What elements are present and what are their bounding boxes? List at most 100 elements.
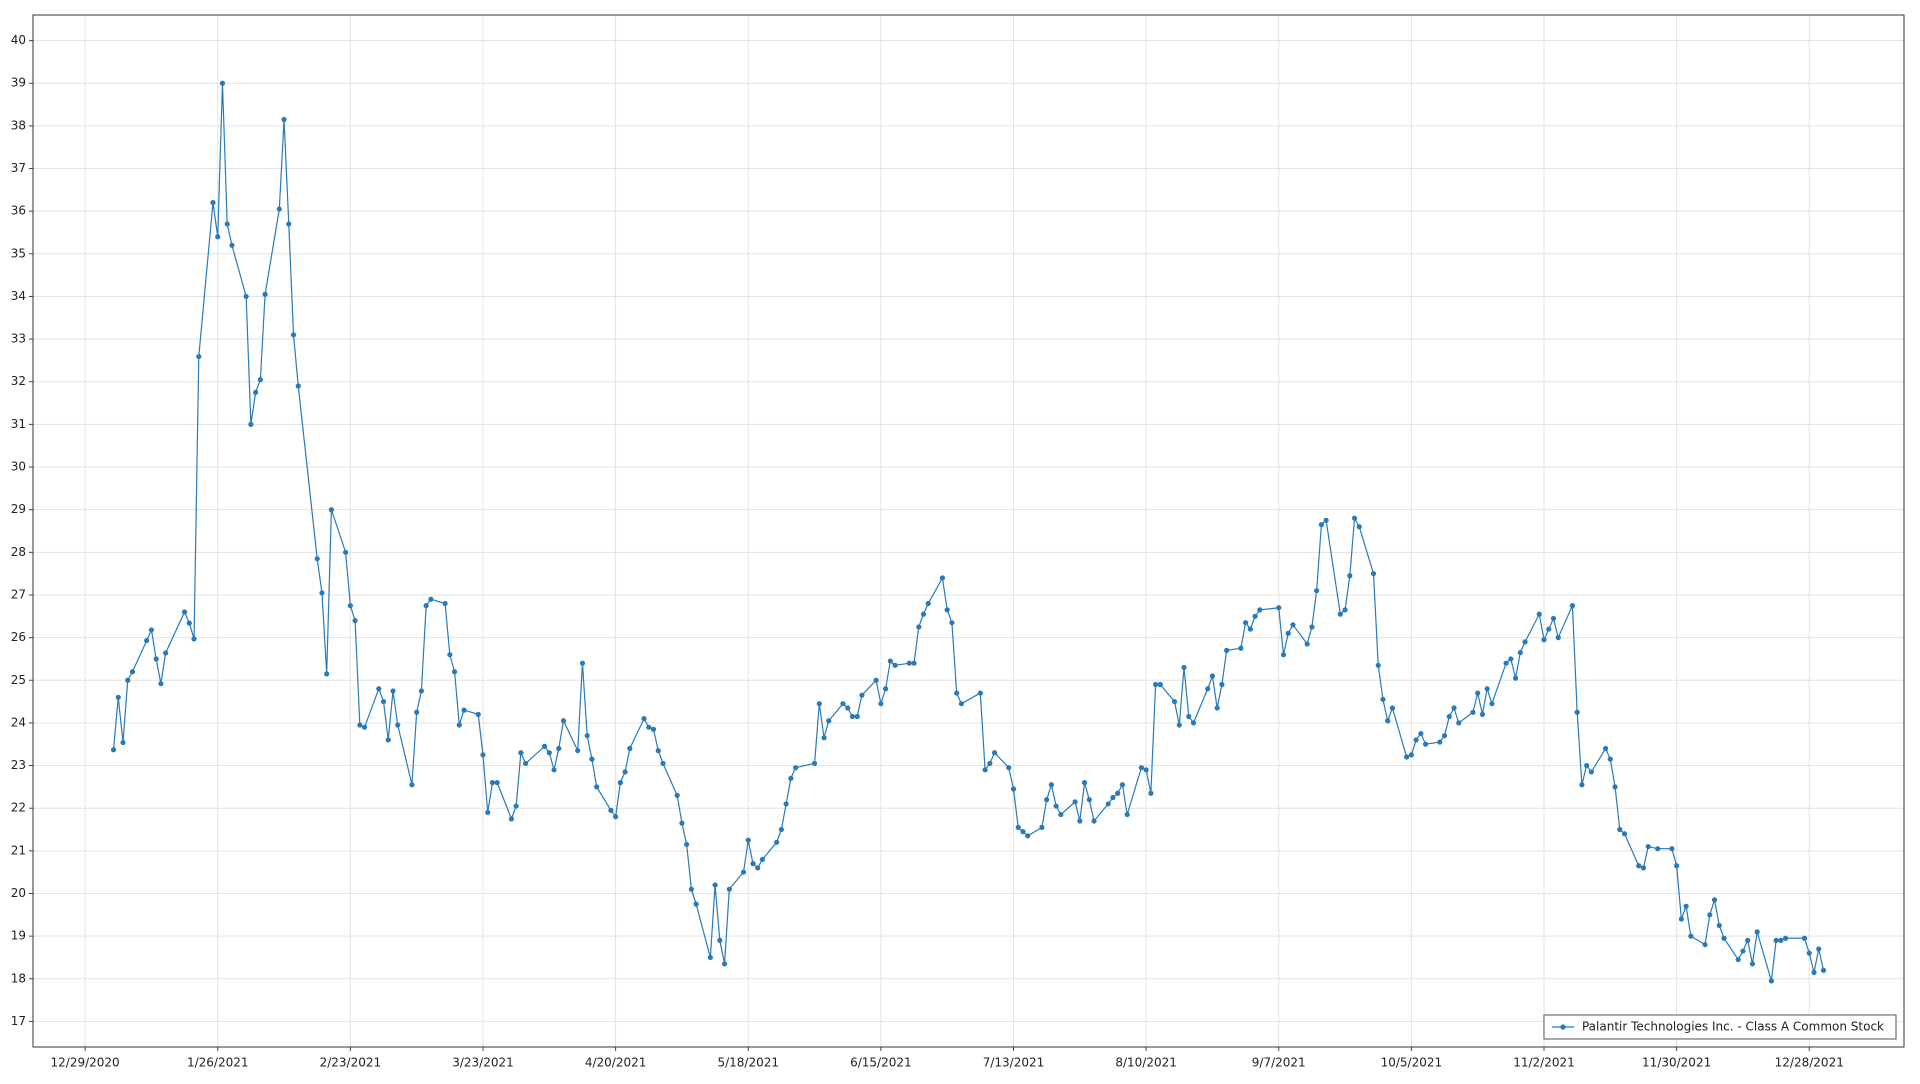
- y-tick-label: 22: [11, 801, 26, 815]
- point: [1574, 709, 1580, 715]
- point: [608, 807, 614, 813]
- point: [442, 600, 448, 607]
- point: [451, 669, 458, 675]
- point: [1072, 799, 1078, 805]
- point: [163, 650, 169, 656]
- point: [617, 780, 623, 786]
- x-tick-label: 9/7/2021: [1252, 1056, 1306, 1070]
- point: [849, 713, 856, 720]
- point: [755, 865, 761, 871]
- point: [376, 686, 382, 692]
- point: [750, 861, 756, 867]
- point: [1707, 912, 1713, 918]
- point: [982, 767, 988, 773]
- point: [1375, 662, 1381, 668]
- point: [1053, 803, 1059, 809]
- x-tick-label: 11/30/2021: [1642, 1056, 1711, 1070]
- point: [1820, 967, 1827, 973]
- point: [513, 803, 519, 809]
- point: [1105, 801, 1111, 807]
- point: [395, 722, 401, 728]
- x-tick-label: 6/15/2021: [850, 1056, 912, 1070]
- point: [1224, 647, 1230, 654]
- point: [854, 713, 860, 720]
- point: [1285, 630, 1291, 636]
- point: [191, 636, 197, 642]
- point: [1456, 720, 1462, 726]
- point: [925, 600, 931, 607]
- point: [1209, 673, 1216, 679]
- point: [158, 681, 164, 687]
- point: [958, 701, 964, 707]
- point: [447, 652, 453, 658]
- point: [361, 724, 368, 730]
- point: [1304, 641, 1310, 647]
- point: [1015, 824, 1021, 830]
- y-tick-label: 38: [11, 118, 26, 132]
- x-tick-label: 10/5/2021: [1381, 1056, 1443, 1070]
- x-tick-label: 8/10/2021: [1115, 1056, 1177, 1070]
- point: [878, 701, 884, 707]
- point: [991, 750, 998, 756]
- point: [461, 707, 467, 713]
- point: [1617, 826, 1623, 833]
- x-tick-label: 12/28/2021: [1775, 1056, 1844, 1070]
- point: [560, 718, 567, 724]
- point: [1214, 705, 1220, 711]
- point: [1437, 739, 1443, 745]
- point: [906, 660, 912, 666]
- y-tick-label: 30: [11, 460, 26, 474]
- point: [1678, 916, 1684, 922]
- point: [485, 809, 491, 816]
- point: [584, 733, 590, 739]
- point: [920, 611, 927, 617]
- y-tick-label: 32: [11, 374, 26, 388]
- y-tick-label: 37: [11, 161, 26, 175]
- point: [1768, 978, 1774, 984]
- x-tick-label: 3/23/2021: [452, 1056, 514, 1070]
- point: [949, 620, 955, 626]
- point: [328, 507, 335, 513]
- point: [684, 841, 690, 848]
- point: [1110, 794, 1116, 801]
- point: [1086, 797, 1092, 803]
- point: [1020, 829, 1026, 835]
- point: [1413, 737, 1419, 743]
- point: [1318, 522, 1324, 528]
- point: [1569, 603, 1576, 609]
- point: [1186, 713, 1192, 720]
- point: [1702, 942, 1708, 948]
- point: [480, 752, 486, 758]
- y-tick-label: 31: [11, 417, 26, 431]
- point: [1347, 573, 1353, 579]
- point: [1190, 720, 1197, 726]
- point: [1124, 811, 1130, 818]
- point: [456, 722, 462, 728]
- point: [229, 242, 235, 248]
- point: [343, 549, 349, 555]
- y-tick-label: 25: [11, 673, 26, 687]
- point: [1171, 698, 1178, 705]
- point: [475, 711, 481, 717]
- legend-label: Palantir Technologies Inc. - Class A Com…: [1582, 1020, 1884, 1034]
- point: [1584, 762, 1590, 769]
- point: [546, 750, 552, 756]
- point: [721, 961, 728, 967]
- legend-box: [1543, 1014, 1897, 1040]
- point: [1512, 675, 1519, 681]
- point: [541, 743, 548, 749]
- point: [1342, 607, 1348, 613]
- point: [1039, 824, 1045, 830]
- point: [845, 705, 851, 711]
- point: [1588, 769, 1594, 775]
- y-tick-label: 17: [11, 1014, 26, 1028]
- point: [1115, 790, 1121, 796]
- y-tick-label: 40: [11, 33, 26, 47]
- point: [745, 837, 751, 843]
- legend: Palantir Technologies Inc. - Class A Com…: [1543, 1014, 1897, 1040]
- x-tick-label: 2/23/2021: [320, 1056, 382, 1070]
- point: [1607, 756, 1613, 762]
- point: [1418, 730, 1424, 737]
- plot-frame: [32, 14, 1905, 1048]
